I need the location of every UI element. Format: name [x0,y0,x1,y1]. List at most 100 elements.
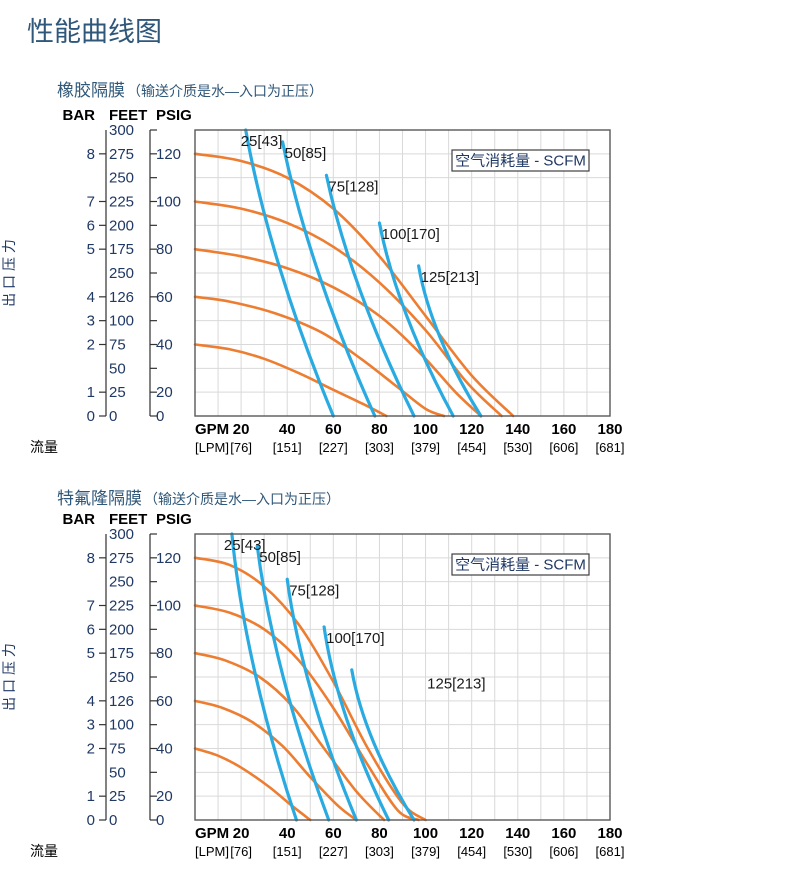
svg-text:1: 1 [87,384,95,401]
svg-text:2: 2 [87,741,95,758]
svg-text:[606]: [606] [549,844,578,859]
svg-text:[227]: [227] [319,440,348,455]
svg-text:[227]: [227] [319,844,348,859]
svg-text:5: 5 [87,645,95,662]
svg-text:200: 200 [109,217,134,234]
svg-text:5: 5 [87,241,95,258]
svg-text:80: 80 [371,825,388,842]
svg-text:[379]: [379] [411,844,440,859]
svg-text:100: 100 [156,598,181,615]
svg-text:[151]: [151] [273,440,302,455]
svg-text:40: 40 [279,825,296,842]
svg-text:60: 60 [325,825,342,842]
svg-text:3: 3 [87,313,95,330]
svg-text:250: 250 [109,265,134,282]
svg-text:80: 80 [156,645,173,662]
svg-text:GPM: GPM [195,825,229,842]
svg-text:[303]: [303] [365,440,394,455]
svg-text:50: 50 [109,360,126,377]
svg-text:[530]: [530] [503,440,532,455]
svg-text:300: 300 [109,122,134,139]
svg-text:PSIG: PSIG [156,107,192,124]
svg-text:100: 100 [109,717,134,734]
svg-text:0: 0 [87,812,95,829]
svg-text:75: 75 [109,741,126,758]
svg-text:流量: 流量 [30,843,58,859]
svg-text:125[213]: 125[213] [421,269,479,286]
svg-text:4: 4 [87,289,95,306]
svg-text:20: 20 [156,384,173,401]
svg-text:175: 175 [109,645,134,662]
svg-text:250: 250 [109,170,134,187]
svg-text:[76]: [76] [230,440,252,455]
svg-text:250: 250 [109,669,134,686]
svg-text:出 口 压 力: 出 口 压 力 [1,239,17,307]
svg-text:80: 80 [371,421,388,438]
svg-text:[379]: [379] [411,440,440,455]
svg-text:空气消耗量 - SCFM: 空气消耗量 - SCFM [455,153,586,170]
svg-text:7: 7 [87,598,95,615]
svg-text:300: 300 [109,526,134,543]
svg-text:[151]: [151] [273,844,302,859]
svg-text:4: 4 [87,693,95,710]
svg-text:100: 100 [413,421,438,438]
svg-text:100: 100 [413,825,438,842]
svg-text:225: 225 [109,598,134,615]
svg-text:[303]: [303] [365,844,394,859]
svg-text:6: 6 [87,217,95,234]
svg-text:BAR: BAR [63,107,96,124]
svg-text:25: 25 [109,384,126,401]
svg-text:50: 50 [109,764,126,781]
svg-text:20: 20 [156,788,173,805]
svg-text:8: 8 [87,146,95,163]
svg-text:125[213]: 125[213] [427,675,485,692]
svg-text:175: 175 [109,241,134,258]
svg-text:75: 75 [109,337,126,354]
svg-text:20: 20 [233,825,250,842]
svg-text:20: 20 [233,421,250,438]
svg-text:275: 275 [109,550,134,567]
svg-text:GPM: GPM [195,421,229,438]
svg-text:275: 275 [109,146,134,163]
svg-text:120: 120 [156,550,181,567]
svg-text:空气消耗量 - SCFM: 空气消耗量 - SCFM [455,557,586,574]
svg-text:7: 7 [87,194,95,211]
svg-text:50[85]: 50[85] [285,145,327,162]
svg-text:0: 0 [87,408,95,425]
svg-text:120: 120 [459,825,484,842]
svg-text:160: 160 [551,825,576,842]
svg-text:50[85]: 50[85] [259,549,301,566]
svg-text:[606]: [606] [549,440,578,455]
svg-text:250: 250 [109,574,134,591]
svg-text:[454]: [454] [457,440,486,455]
svg-text:80: 80 [156,241,173,258]
svg-text:FEET: FEET [109,107,147,124]
svg-text:120: 120 [459,421,484,438]
svg-text:100: 100 [109,313,134,330]
svg-text:[LPM]: [LPM] [195,440,229,455]
svg-text:126: 126 [109,693,134,710]
svg-text:25: 25 [109,788,126,805]
svg-text:25[43]: 25[43] [241,133,283,150]
svg-text:40: 40 [279,421,296,438]
svg-text:60: 60 [325,421,342,438]
svg-text:1: 1 [87,788,95,805]
svg-text:0: 0 [109,812,117,829]
svg-text:40: 40 [156,337,173,354]
svg-text:60: 60 [156,693,173,710]
svg-text:100[170]: 100[170] [381,226,439,243]
svg-text:225: 225 [109,194,134,211]
svg-text:6: 6 [87,621,95,638]
svg-text:100: 100 [156,194,181,211]
svg-text:100[170]: 100[170] [326,630,384,647]
svg-text:[530]: [530] [503,844,532,859]
svg-text:FEET: FEET [109,511,147,528]
svg-text:流量: 流量 [30,439,58,455]
svg-text:2: 2 [87,337,95,354]
svg-text:0: 0 [156,408,164,425]
svg-text:[681]: [681] [596,440,625,455]
svg-text:60: 60 [156,289,173,306]
svg-text:PSIG: PSIG [156,511,192,528]
svg-text:120: 120 [156,146,181,163]
svg-text:140: 140 [505,421,530,438]
